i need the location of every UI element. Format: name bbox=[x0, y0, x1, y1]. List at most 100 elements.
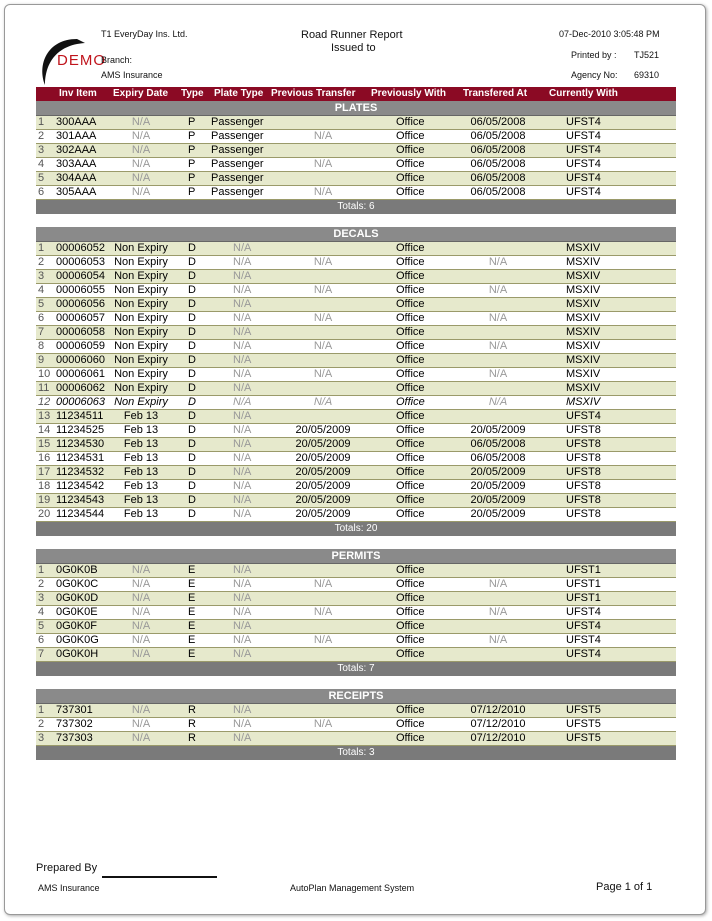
type: P bbox=[188, 130, 196, 142]
currently-with: UFST4 bbox=[566, 172, 601, 184]
plate-type: N/A bbox=[233, 382, 252, 394]
table-row: 6 0G0K0G N/A E N/A N/A Office N/A UFST4 bbox=[36, 634, 676, 648]
row-index: 4 bbox=[38, 284, 45, 296]
type: D bbox=[188, 424, 196, 436]
previous-transfer: N/A bbox=[313, 284, 333, 296]
previously-with: Office bbox=[396, 130, 425, 142]
plate-type: N/A bbox=[233, 480, 252, 492]
transfered-at: 06/05/2008 bbox=[470, 452, 526, 464]
expiry-date: N/A bbox=[131, 634, 151, 646]
table-row: 5 00006056 Non Expiry D N/A Office MSXIV bbox=[36, 298, 676, 312]
expiry-date: Non Expiry bbox=[114, 284, 168, 296]
table-row: 1 737301 N/A R N/A Office 07/12/2010 UFST5 bbox=[36, 704, 676, 718]
inv-item: 11234525 bbox=[56, 424, 105, 436]
previously-with: Office bbox=[396, 340, 425, 352]
transfered-at: 06/05/2008 bbox=[470, 438, 526, 450]
previous-transfer: 20/05/2009 bbox=[295, 480, 351, 492]
type: D bbox=[188, 494, 196, 506]
plate-type: N/A bbox=[233, 312, 252, 324]
col-currently-with: Currently With bbox=[549, 88, 618, 99]
currently-with: MSXIV bbox=[566, 382, 601, 394]
previously-with: Office bbox=[396, 648, 425, 660]
transfered-at: 07/12/2010 bbox=[470, 732, 526, 744]
col-transfered-at: Transfered At bbox=[463, 88, 528, 99]
row-index: 1 bbox=[38, 242, 45, 254]
table-row: 11 00006062 Non Expiry D N/A Office MSXIV bbox=[36, 382, 676, 396]
plate-type: Passenger bbox=[211, 144, 264, 156]
plate-type: N/A bbox=[233, 704, 252, 716]
plate-type: N/A bbox=[233, 494, 252, 506]
totals-row: Totals: 7 bbox=[36, 662, 676, 676]
totals-row: Totals: 20 bbox=[36, 522, 676, 536]
previous-transfer: N/A bbox=[313, 312, 333, 324]
expiry-date: N/A bbox=[131, 606, 151, 618]
type: D bbox=[188, 396, 196, 408]
row-index: 10 bbox=[38, 368, 51, 380]
row-index: 20 bbox=[38, 508, 51, 520]
currently-with: UFST4 bbox=[566, 186, 601, 198]
currently-with: UFST8 bbox=[566, 438, 601, 450]
previous-transfer: N/A bbox=[313, 606, 333, 618]
expiry-date: N/A bbox=[131, 648, 151, 660]
expiry-date: Non Expiry bbox=[114, 382, 168, 394]
previous-transfer: N/A bbox=[313, 256, 333, 268]
inv-item: 11234531 bbox=[56, 452, 105, 464]
type: P bbox=[188, 144, 196, 156]
expiry-date: N/A bbox=[131, 620, 151, 632]
table-row: 4 00006055 Non Expiry D N/A N/A Office N/A MSXIV bbox=[36, 284, 676, 298]
type: E bbox=[188, 564, 196, 576]
table-row: 6 00006057 Non Expiry D N/A N/A Office N/A MSXIV bbox=[36, 312, 676, 326]
currently-with: UFST4 bbox=[566, 648, 601, 660]
inv-item: 11234532 bbox=[56, 466, 105, 478]
previously-with: Office bbox=[396, 116, 425, 128]
inv-item: 00006058 bbox=[56, 326, 105, 338]
demo-logo: DEMO bbox=[42, 39, 105, 85]
previously-with: Office bbox=[396, 270, 425, 282]
previously-with: Office bbox=[396, 634, 425, 646]
transfered-at: N/A bbox=[488, 256, 508, 268]
currently-with: MSXIV bbox=[566, 270, 601, 282]
currently-with: UFST1 bbox=[566, 592, 601, 604]
inv-item: 00006063 bbox=[56, 396, 105, 408]
currently-with: UFST8 bbox=[566, 494, 601, 506]
plate-type: N/A bbox=[233, 564, 252, 576]
row-index: 1 bbox=[38, 704, 45, 716]
inv-item: 300AAA bbox=[56, 116, 97, 128]
currently-with: MSXIV bbox=[566, 340, 601, 352]
row-index: 2 bbox=[38, 578, 45, 590]
row-index: 2 bbox=[38, 256, 45, 268]
plate-type: N/A bbox=[233, 718, 252, 730]
previously-with: Office bbox=[396, 144, 425, 156]
previous-transfer: 20/05/2009 bbox=[295, 452, 351, 464]
currently-with: UFST4 bbox=[566, 130, 601, 142]
plate-type: N/A bbox=[233, 620, 252, 632]
expiry-date: Non Expiry bbox=[114, 298, 168, 310]
row-index: 2 bbox=[38, 130, 45, 142]
expiry-date: N/A bbox=[131, 186, 151, 198]
currently-with: UFST8 bbox=[566, 452, 601, 464]
table-row: 7 0G0K0H N/A E N/A Office UFST4 bbox=[36, 648, 676, 662]
table-row: 14 11234525 Feb 13 D N/A 20/05/2009 Office 20/0… bbox=[36, 424, 676, 438]
type: D bbox=[188, 270, 196, 282]
table-row: 10 00006061 Non Expiry D N/A N/A Office N/A MSXI… bbox=[36, 368, 676, 382]
currently-with: UFST8 bbox=[566, 466, 601, 478]
currently-with: MSXIV bbox=[566, 256, 601, 268]
table-row: 13 11234511 Feb 13 D N/A Office UFST4 bbox=[36, 410, 676, 424]
previous-transfer: 20/05/2009 bbox=[295, 424, 351, 436]
transfered-at: 20/05/2009 bbox=[470, 508, 526, 520]
expiry-date: Non Expiry bbox=[114, 312, 168, 324]
plate-type: N/A bbox=[233, 732, 252, 744]
plate-type: N/A bbox=[233, 648, 252, 660]
previous-transfer: N/A bbox=[313, 130, 333, 142]
transfered-at: 07/12/2010 bbox=[470, 704, 526, 716]
transfered-at: N/A bbox=[488, 340, 508, 352]
inv-item: 00006060 bbox=[56, 354, 105, 366]
expiry-date: Non Expiry bbox=[114, 354, 168, 366]
transfered-at: N/A bbox=[488, 606, 508, 618]
plate-type: Passenger bbox=[211, 158, 264, 170]
previously-with: Office bbox=[396, 396, 425, 408]
section-header: RECEIPTS bbox=[36, 689, 676, 704]
expiry-date: Non Expiry bbox=[114, 242, 168, 254]
row-index: 6 bbox=[38, 312, 45, 324]
row-index: 5 bbox=[38, 620, 45, 632]
